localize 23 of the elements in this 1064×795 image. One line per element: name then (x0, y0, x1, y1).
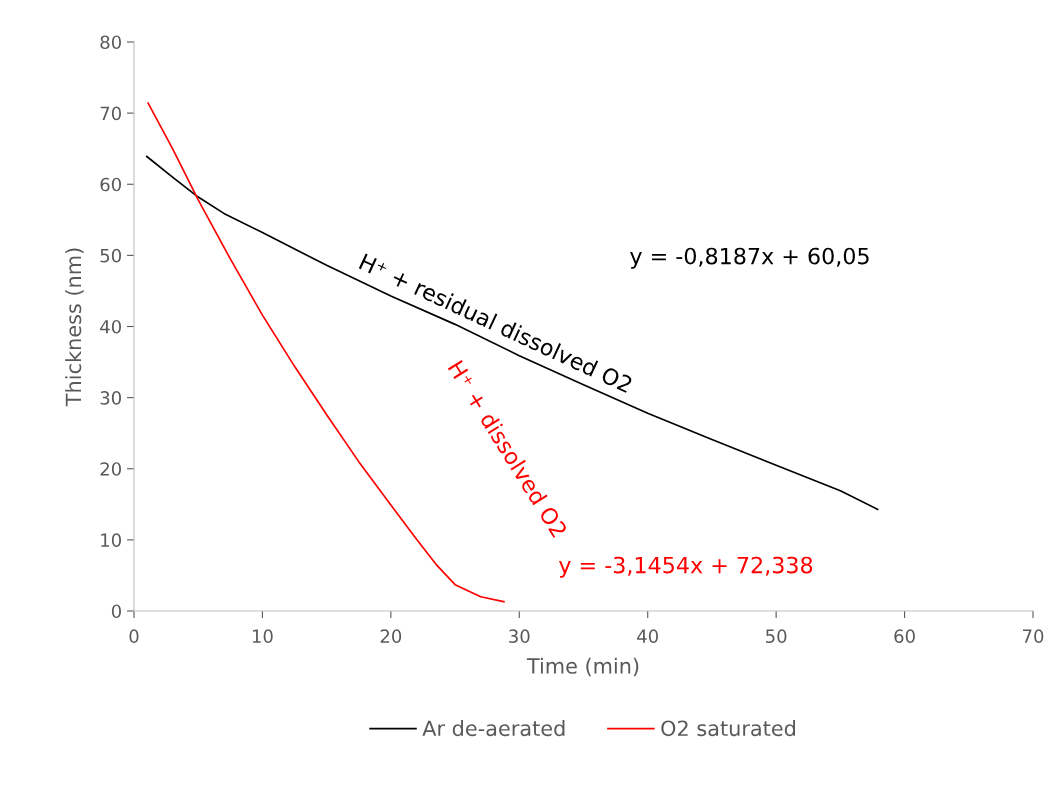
legend-label: O2 saturated (661, 720, 795, 737)
y-tick-label: 60 (100, 177, 121, 192)
annotation: y = -3,1454x + 72,338 (559, 556, 813, 578)
x-axis-title: Time (min) (526, 657, 639, 677)
x-tick-label: 0 (129, 629, 139, 644)
x-tick-label: 40 (637, 629, 658, 644)
y-tick-label: 50 (100, 248, 121, 263)
x-tick-label: 30 (509, 629, 530, 644)
annotation: y = -0,8187x + 60,05 (630, 247, 869, 269)
legend-label: Ar de-aerated (422, 720, 565, 737)
y-tick-label: 30 (100, 391, 121, 405)
y-tick-label: 10 (101, 533, 121, 547)
x-tick-label: 10 (252, 629, 273, 644)
y-axis-title: Thickness (nm) (65, 248, 84, 407)
x-tick-label: 20 (380, 629, 402, 644)
x-tick-label: 60 (894, 629, 915, 644)
y-tick-label: 40 (100, 319, 121, 334)
x-tick-label: 70 (1022, 629, 1044, 644)
x-tick-label: 50 (766, 629, 787, 644)
y-tick-label: 80 (100, 35, 121, 50)
y-tick-label: 20 (100, 462, 121, 476)
y-tick-label: 70 (100, 106, 121, 121)
y-tick-label: 0 (111, 604, 121, 619)
